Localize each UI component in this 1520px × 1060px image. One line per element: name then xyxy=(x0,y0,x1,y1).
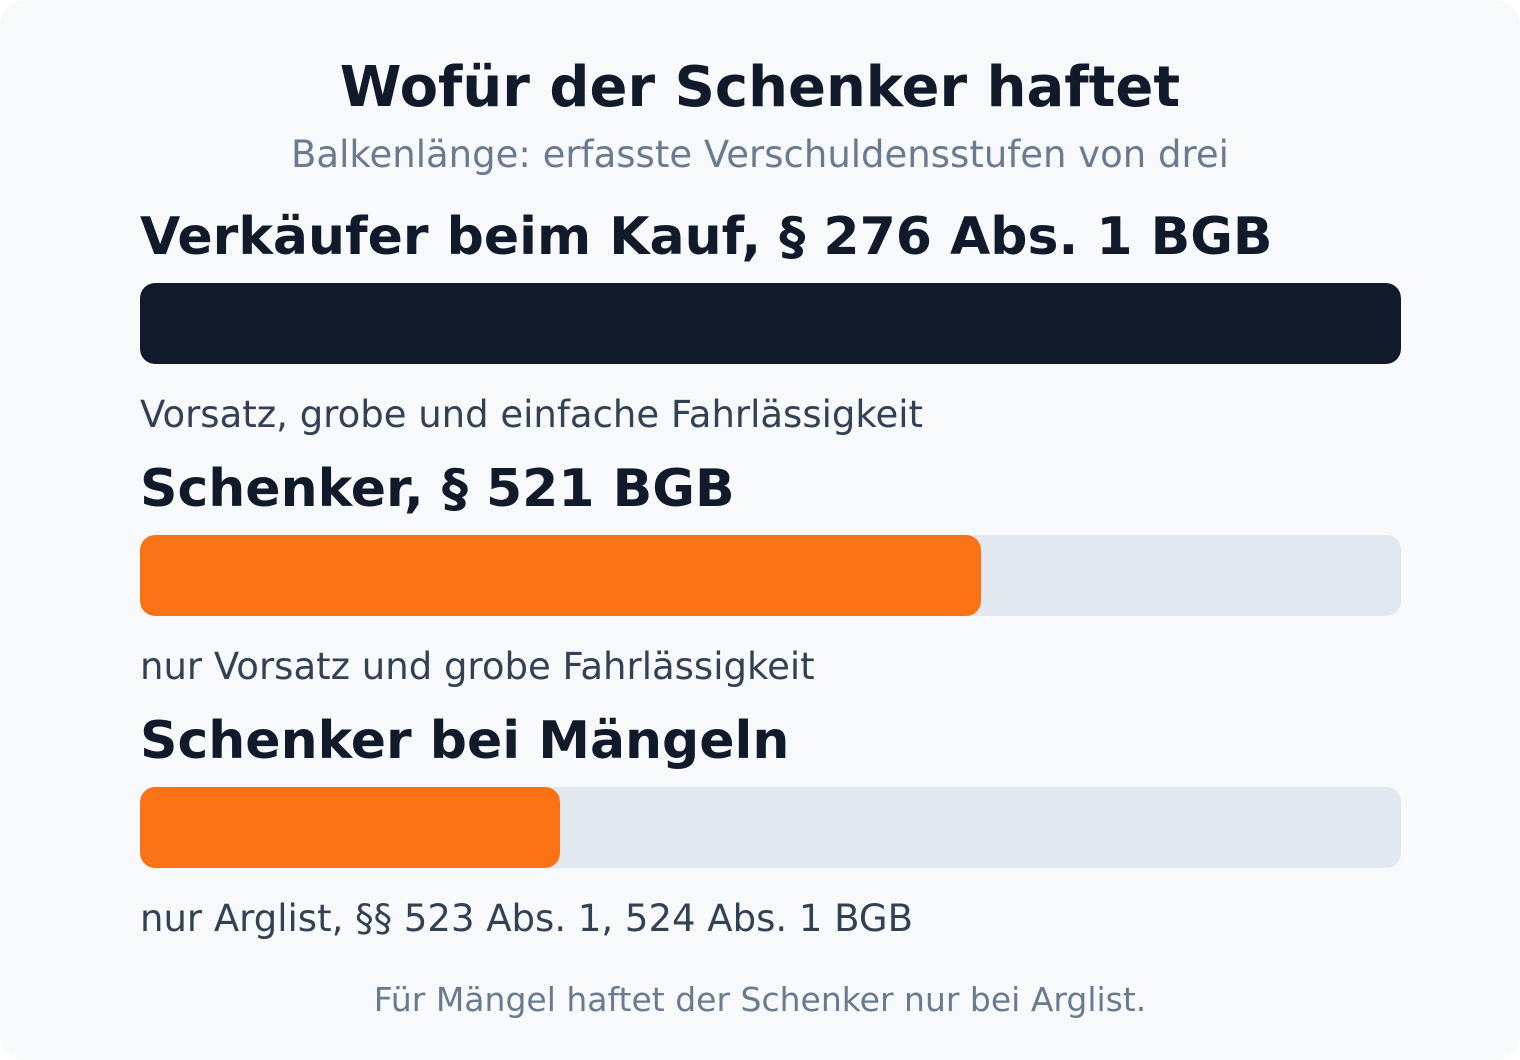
bar-category-label: Verkäufer beim Kauf, § 276 Abs. 1 BGB xyxy=(140,207,1273,267)
chart-footnote: Für Mängel haftet der Schenker nur bei A… xyxy=(373,980,1147,1019)
chart-title: Wofür der Schenker haftet xyxy=(339,55,1181,120)
bar-annotation: Vorsatz, grobe und einfache Fahrlässigke… xyxy=(140,393,924,436)
bar xyxy=(140,787,561,868)
bar-row: Schenker, § 521 BGB nur Vorsatz und grobe… xyxy=(140,457,1401,709)
bar xyxy=(140,283,1401,364)
bar-annotation: nur Vorsatz und grobe Fahrlässigkeit xyxy=(140,645,815,688)
bar-annotation: nur Arglist, §§ 523 Abs. 1, 524 Abs. 1 B… xyxy=(140,897,913,940)
bar-category-label: Schenker bei Mängeln xyxy=(140,711,790,771)
chart-subtitle: Balkenlänge: erfasste Verschuldensstufen… xyxy=(291,133,1229,176)
bar-category-label: Schenker, § 521 BGB xyxy=(140,459,735,519)
bar-track xyxy=(140,535,1401,616)
bar xyxy=(140,535,981,616)
bar-row: Verkäufer beim Kauf, § 276 Abs. 1 BGB Vor… xyxy=(140,205,1401,457)
bar-track xyxy=(140,787,1401,868)
bar-row: Schenker bei Mängeln nur Arglist, §§ 523 … xyxy=(140,709,1401,961)
bar-track xyxy=(140,283,1401,364)
